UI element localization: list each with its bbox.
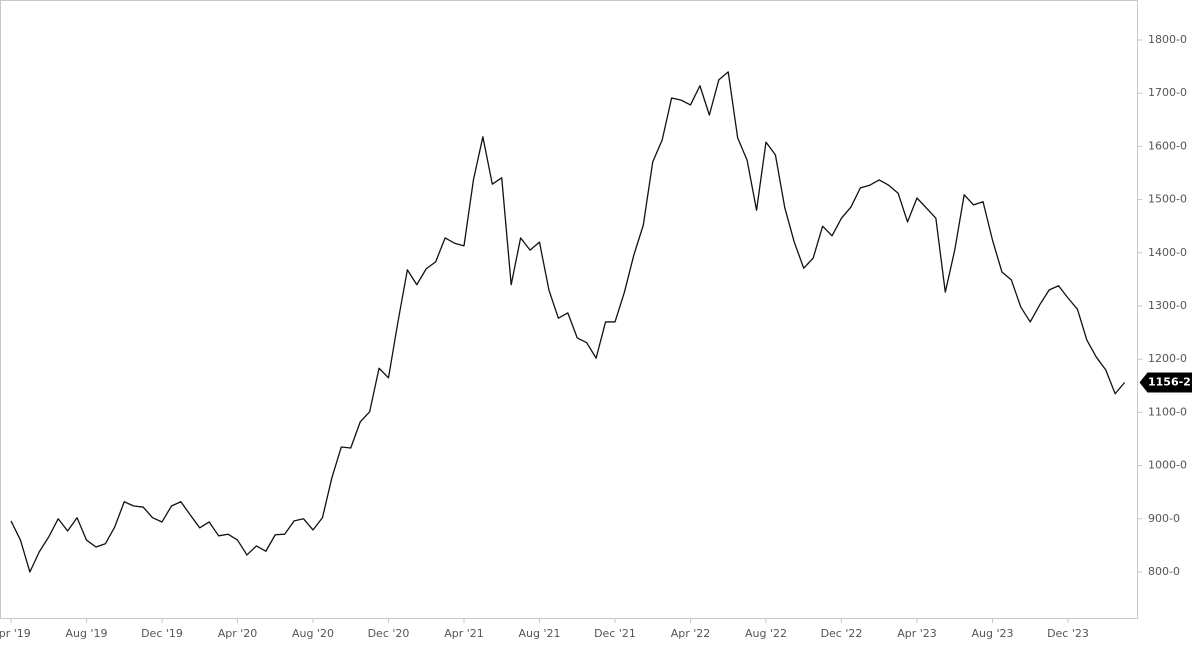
x-tick-label: Apr '23 — [897, 627, 937, 640]
x-tick-label: Apr '20 — [218, 627, 258, 640]
y-tick-label: 1000-0 — [1148, 459, 1187, 472]
last-value-badge — [1139, 372, 1192, 393]
x-tick-label: Dec '22 — [821, 627, 863, 640]
last-value-label: 1156-2 — [1148, 375, 1191, 388]
y-tick-label: 1600-0 — [1148, 139, 1187, 152]
x-tick-label: Aug '19 — [65, 627, 107, 640]
x-tick-label: Aug '21 — [518, 627, 560, 640]
x-tick-label: Dec '21 — [594, 627, 636, 640]
x-tick-label: Aug '22 — [745, 627, 787, 640]
y-tick-label: 900-0 — [1148, 512, 1180, 525]
y-tick-label: 1100-0 — [1148, 405, 1187, 418]
y-tick-label: 1200-0 — [1148, 352, 1187, 365]
y-tick-label: 1800-0 — [1148, 33, 1187, 46]
x-tick-label: Aug '23 — [971, 627, 1013, 640]
y-tick-label: 1300-0 — [1148, 299, 1187, 312]
x-tick-label: Dec '19 — [141, 627, 183, 640]
y-tick-label: 800-0 — [1148, 565, 1180, 578]
x-tick-label: Apr '21 — [444, 627, 484, 640]
x-tick-label: Aug '20 — [292, 627, 334, 640]
x-tick-label: Dec '23 — [1047, 627, 1089, 640]
price-line — [10, 71, 1126, 573]
x-tick-label: Apr '19 — [0, 627, 31, 640]
y-tick-label: 1500-0 — [1148, 193, 1187, 206]
y-tick-label: 1700-0 — [1148, 86, 1187, 99]
x-tick-label: Dec '20 — [368, 627, 410, 640]
y-tick-label: 1400-0 — [1148, 246, 1187, 259]
x-tick-label: Apr '22 — [671, 627, 711, 640]
